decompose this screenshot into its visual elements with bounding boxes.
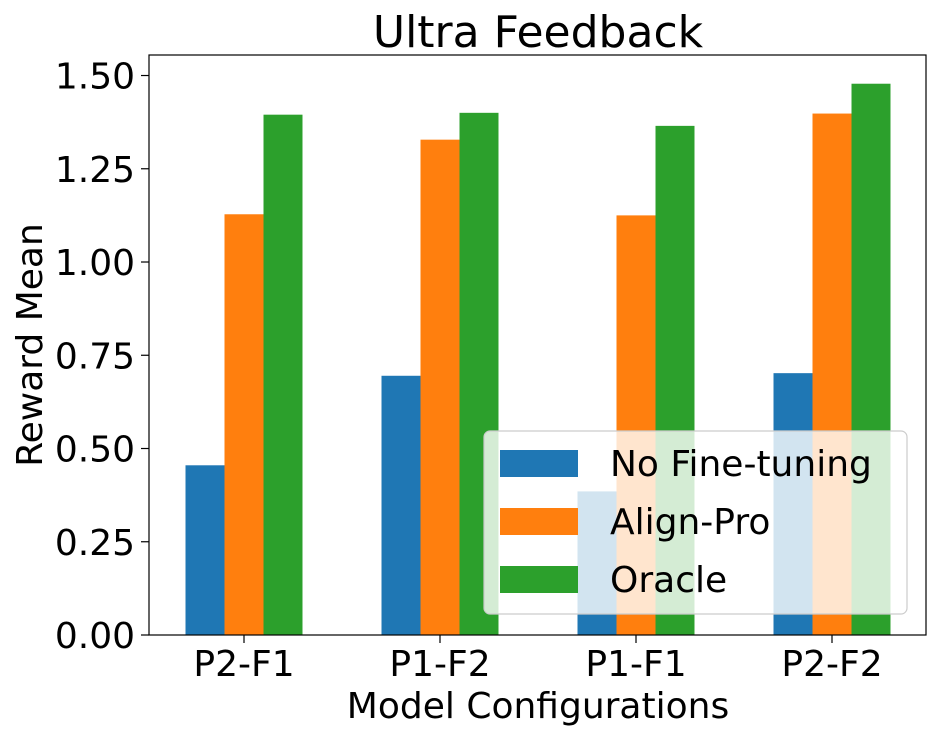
- bar-align-pro-p2-f1: [224, 214, 264, 635]
- bar-oracle-p2-f1: [263, 114, 303, 635]
- y-tick-label: 1.00: [55, 243, 135, 284]
- x-axis-label: Model Configurations: [347, 686, 729, 727]
- legend-box: [483, 430, 908, 615]
- y-axis-label: Reward Mean: [10, 223, 51, 467]
- bar-no-fine-tuning-p2-f1: [185, 465, 225, 635]
- x-tick-label: P2-F2: [781, 644, 882, 685]
- legend-label: Align-Pro: [610, 502, 770, 543]
- x-tick-label: P1-F2: [389, 644, 490, 685]
- legend: No Fine-tuning Align-Pro Oracle: [483, 430, 908, 615]
- legend-label: No Fine-tuning: [610, 444, 872, 485]
- legend-swatch: [500, 508, 578, 535]
- x-tick-label: P2-F1: [193, 644, 294, 685]
- y-tick-label: 0.75: [55, 336, 135, 377]
- y-axis: 0.00 0.25 0.50 0.75 1.00 1.25 1.50: [55, 57, 149, 657]
- legend-label: Oracle: [610, 560, 727, 601]
- x-tick-label: P1-F1: [585, 644, 686, 685]
- y-tick-label: 0.25: [55, 523, 135, 564]
- bar-align-pro-p1-f2: [420, 139, 460, 635]
- y-tick-label: 0.50: [55, 430, 135, 471]
- bar-no-fine-tuning-p1-f2: [381, 375, 421, 635]
- chart-title: Ultra Feedback: [373, 7, 704, 58]
- plot-frame: [148, 54, 927, 636]
- y-tick-label: 1.50: [55, 57, 135, 98]
- y-tick-label: 1.25: [55, 150, 135, 191]
- legend-swatch: [500, 450, 578, 477]
- y-tick-label: 0.00: [55, 616, 135, 657]
- x-axis: P2-F1 P1-F2 P1-F1 P2-F2: [193, 635, 883, 685]
- legend-swatch: [500, 566, 578, 593]
